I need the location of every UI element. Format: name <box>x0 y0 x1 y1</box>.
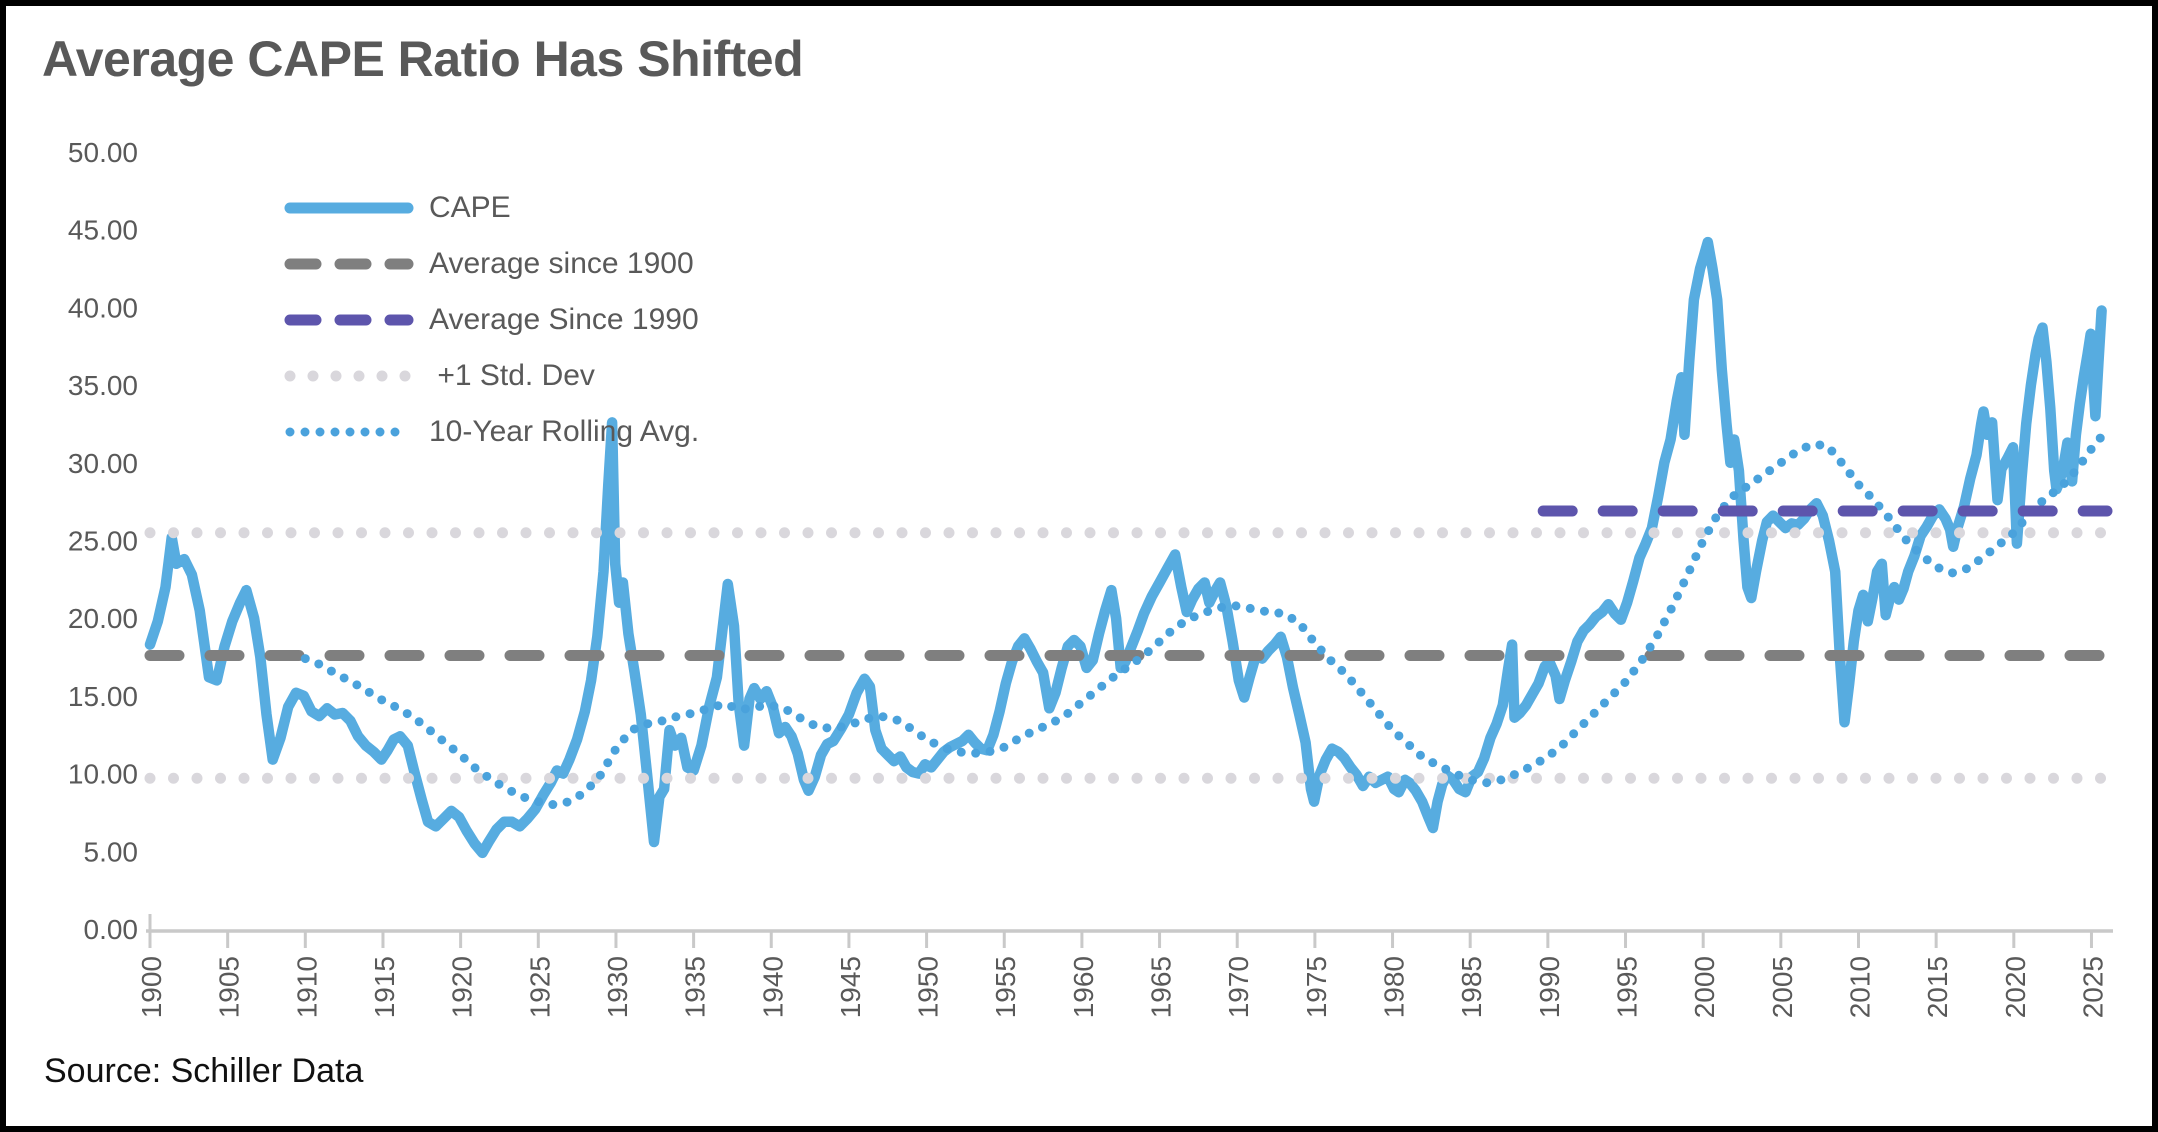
svg-text:1970: 1970 <box>1223 956 1254 1018</box>
svg-text:45.00: 45.00 <box>68 215 138 246</box>
svg-text:30.00: 30.00 <box>68 448 138 479</box>
svg-text:1930: 1930 <box>602 956 633 1018</box>
svg-text:20.00: 20.00 <box>68 603 138 634</box>
source-note: Source: Schiller Data <box>44 1052 364 1090</box>
svg-text:1945: 1945 <box>835 956 866 1018</box>
svg-text:5.00: 5.00 <box>84 836 139 867</box>
svg-text:2020: 2020 <box>2000 956 2031 1018</box>
svg-text:0.00: 0.00 <box>84 914 139 945</box>
dashed-gray-line-marker-icon <box>284 258 414 270</box>
svg-text:1910: 1910 <box>291 956 322 1018</box>
legend-item-average-since-1900: Average since 1900 <box>284 236 699 292</box>
svg-text:1965: 1965 <box>1146 956 1177 1018</box>
svg-text:1900: 1900 <box>136 956 167 1018</box>
legend-item-cape: CAPE <box>284 180 699 236</box>
svg-text:25.00: 25.00 <box>68 526 138 557</box>
svg-text:15.00: 15.00 <box>68 681 138 712</box>
svg-text:1940: 1940 <box>757 956 788 1018</box>
legend-label-average-since-1990: Average Since 1990 <box>429 303 699 336</box>
cape-line-marker-icon <box>284 202 414 214</box>
svg-text:1990: 1990 <box>1534 956 1565 1018</box>
svg-text:2025: 2025 <box>2077 956 2108 1018</box>
svg-text:50.00: 50.00 <box>68 137 138 168</box>
dashed-purple-line-marker-icon <box>284 314 414 326</box>
svg-text:1985: 1985 <box>1456 956 1487 1018</box>
svg-text:2010: 2010 <box>1844 956 1875 1018</box>
svg-text:35.00: 35.00 <box>68 370 138 401</box>
svg-text:1925: 1925 <box>524 956 555 1018</box>
svg-text:1935: 1935 <box>680 956 711 1018</box>
legend-label-std-dev: +1 Std. Dev <box>429 359 595 392</box>
legend-label-cape: CAPE <box>429 191 511 224</box>
legend-label-rolling-avg: 10-Year Rolling Avg. <box>429 415 700 448</box>
svg-text:1960: 1960 <box>1068 956 1099 1018</box>
legend-label-average-since-1900: Average since 1900 <box>429 247 694 280</box>
svg-text:10.00: 10.00 <box>68 759 138 790</box>
svg-text:40.00: 40.00 <box>68 292 138 323</box>
svg-text:1905: 1905 <box>214 956 245 1018</box>
svg-text:1995: 1995 <box>1612 956 1643 1018</box>
dotted-gray-line-marker-icon <box>284 370 414 382</box>
legend-item-std-dev: +1 Std. Dev <box>284 348 699 404</box>
svg-text:1980: 1980 <box>1379 956 1410 1018</box>
chart-title: Average CAPE Ratio Has Shifted <box>42 31 804 87</box>
svg-text:1950: 1950 <box>913 956 944 1018</box>
svg-text:2000: 2000 <box>1689 956 1720 1018</box>
svg-text:2015: 2015 <box>1922 956 1953 1018</box>
svg-text:2005: 2005 <box>1767 956 1798 1018</box>
legend: CAPE Average since 1900 Average Since 19… <box>284 180 699 460</box>
svg-text:1915: 1915 <box>369 956 400 1018</box>
svg-text:1920: 1920 <box>447 956 478 1018</box>
legend-item-rolling-avg: 10-Year Rolling Avg. <box>284 404 699 460</box>
svg-text:1975: 1975 <box>1301 956 1332 1018</box>
svg-text:1955: 1955 <box>990 956 1021 1018</box>
legend-item-average-since-1990: Average Since 1990 <box>284 292 699 348</box>
dotted-blue-line-marker-icon <box>285 427 413 437</box>
